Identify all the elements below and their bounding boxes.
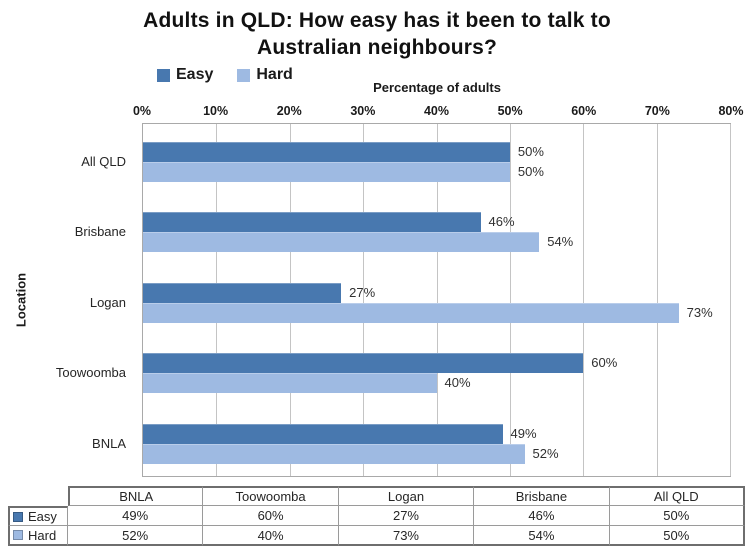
- x-tick-30-: 30%: [350, 104, 376, 118]
- bar-easy-all-qld: [143, 142, 510, 162]
- bar-easy-logan: [143, 283, 342, 303]
- x-tick-80-: 80%: [718, 104, 744, 118]
- table-cell-hard-logan: 73%: [338, 526, 475, 546]
- table-header-toowoomba: Toowoomba: [203, 486, 339, 506]
- x-tick-50-: 50%: [497, 104, 523, 118]
- bar-value-label-easy-brisbane: 46%: [488, 214, 515, 229]
- gridline-70: [656, 124, 658, 476]
- bar-row-hard-brisbane: 54%: [143, 232, 730, 252]
- x-tick-0-: 0%: [132, 104, 152, 118]
- bar-row-easy-all-qld: 50%: [143, 142, 730, 162]
- table-cell-easy-all-qld: 50%: [609, 506, 745, 526]
- gridline-60: [583, 124, 585, 476]
- x-axis-ticks: 0% 10% 20% 30% 40% 50% 60% 70% 80%: [133, 104, 744, 120]
- category-label-bnla: BNLA: [92, 436, 126, 451]
- bar-hard-bnla: [143, 444, 525, 464]
- table-cell-hard-bnla: 52%: [68, 526, 204, 546]
- bar-hard-all-qld: [143, 162, 510, 182]
- y-axis-title: Location: [13, 272, 29, 328]
- bar-easy-bnla: [143, 424, 503, 444]
- table-cell-easy-bnla: 49%: [68, 506, 204, 526]
- legend-label-hard: Hard: [256, 66, 293, 83]
- table-row-label-easy: Easy: [8, 506, 68, 526]
- table-cell-easy-toowoomba: 60%: [203, 506, 339, 526]
- bar-row-easy-toowoomba: 60%: [143, 353, 730, 373]
- legend-label-easy: Easy: [176, 66, 214, 83]
- bar-value-label-hard-brisbane: 54%: [547, 234, 574, 249]
- table-cell-easy-brisbane: 46%: [474, 506, 610, 526]
- table-cell-easy-logan: 27%: [338, 506, 475, 526]
- table-header-all-qld: All QLD: [609, 486, 745, 506]
- chart-title-line1: Adults in QLD: How easy has it been to t…: [143, 9, 611, 32]
- legend-item-hard: Hard: [237, 66, 293, 84]
- chart-title: Adults in QLD: How easy has it been to t…: [47, 7, 707, 61]
- table-row-label-text-hard: Hard: [28, 527, 57, 543]
- x-tick-10-: 10%: [203, 104, 229, 118]
- x-axis-title: Percentage of adults: [373, 80, 501, 95]
- legend-swatch-easy: [157, 68, 170, 82]
- bar-row-easy-logan: 27%: [143, 283, 730, 303]
- bar-row-hard-all-qld: 50%: [143, 162, 730, 182]
- table-header-brisbane: Brisbane: [474, 486, 610, 506]
- x-tick-60-: 60%: [571, 104, 597, 118]
- bar-row-easy-bnla: 49%: [143, 424, 730, 444]
- table-legend-key-hard: [13, 530, 23, 540]
- plot-area: 50% 50% 46% 54% 27% 73% 60% 40% 49% 52%: [142, 123, 731, 477]
- table-header-logan: Logan: [338, 486, 475, 506]
- bar-row-easy-brisbane: 46%: [143, 212, 730, 232]
- legend-swatch-hard: [237, 68, 251, 82]
- table-corner-blank: [8, 486, 68, 506]
- category-label-brisbane: Brisbane: [74, 224, 126, 239]
- bar-value-label-hard-bnla: 52%: [532, 446, 559, 461]
- bar-value-label-hard-all-qld: 50%: [517, 164, 544, 179]
- chart-title-line2: Australian neighbours?: [256, 36, 498, 59]
- category-label-all-qld: All QLD: [81, 154, 126, 169]
- table-header-bnla: BNLA: [68, 486, 204, 506]
- gridline-30: [363, 124, 365, 476]
- table-legend-key-easy: [13, 511, 23, 522]
- category-labels: All QLD Brisbane Logan Toowoomba BNLA: [0, 123, 134, 477]
- bar-easy-brisbane: [143, 212, 481, 232]
- data-table: BNLA Toowoomba Logan Brisbane All QLD Easy 49%…: [8, 486, 745, 546]
- x-tick-70-: 70%: [644, 104, 670, 118]
- bar-row-hard-toowoomba: 40%: [143, 373, 730, 393]
- category-label-toowoomba: Toowoomba: [55, 365, 126, 380]
- bar-row-hard-logan: 73%: [143, 303, 730, 323]
- bar-value-label-easy-all-qld: 50%: [517, 144, 544, 159]
- gridline-80: [730, 124, 731, 476]
- bar-easy-toowoomba: [143, 353, 584, 373]
- bar-value-label-hard-logan: 73%: [686, 305, 713, 320]
- bar-hard-toowoomba: [143, 373, 437, 393]
- table-row-label-text-easy: Easy: [28, 509, 57, 524]
- bar-value-label-easy-toowoomba: 60%: [591, 355, 618, 370]
- legend: Easy Hard: [157, 66, 293, 84]
- table-row-label-hard: Hard: [8, 526, 68, 546]
- legend-item-easy: Easy: [157, 66, 213, 84]
- bar-value-label-easy-bnla: 49%: [510, 426, 537, 441]
- bar-value-label-easy-logan: 27%: [349, 285, 376, 300]
- bar-row-hard-bnla: 52%: [143, 444, 730, 464]
- table-cell-hard-all-qld: 50%: [609, 526, 745, 546]
- table-cell-hard-brisbane: 54%: [474, 526, 610, 546]
- gridline-40: [436, 124, 438, 476]
- table-cell-hard-toowoomba: 40%: [203, 526, 339, 546]
- x-tick-40-: 40%: [423, 104, 450, 118]
- x-tick-20-: 20%: [276, 104, 302, 118]
- category-label-logan: Logan: [89, 295, 126, 310]
- bar-hard-logan: [143, 303, 679, 323]
- bar-value-label-hard-toowoomba: 40%: [444, 375, 471, 390]
- gridline-50: [509, 124, 511, 476]
- bar-hard-brisbane: [143, 232, 540, 252]
